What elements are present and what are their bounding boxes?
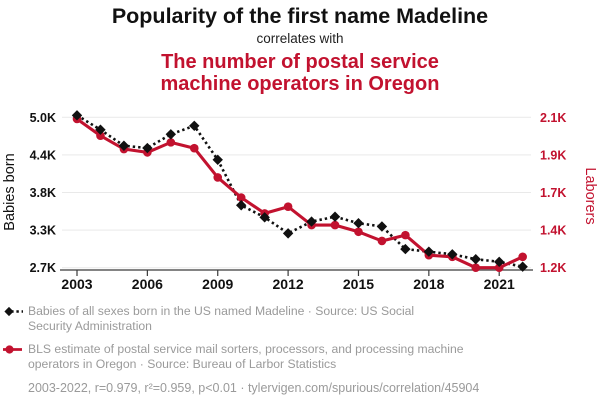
left-tick-label: 4.4K [30,148,56,162]
legend-item-madeline: Babies of all sexes born in the US named… [2,304,592,333]
madeline-point [353,218,364,229]
legend-label-laborers-line1: BLS estimate of postal service mail sort… [28,342,464,357]
madeline-point [282,228,294,239]
madeline-point [376,221,388,232]
left-axis-title: Babies born [2,153,18,230]
diamond-dotted-line-icon [4,306,23,317]
x-tick-label: 2003 [61,276,92,292]
laborers-point [213,173,223,182]
correlated-series-title: The number of postal service machine ope… [160,51,440,95]
madeline-point [470,253,481,265]
madeline-point [189,120,200,132]
x-tick-label: 2006 [132,276,163,292]
laborers-point [401,230,410,240]
correlates-with-label: correlates with [256,31,344,46]
legend-label-madeline-line1: Babies of all sexes born in the US named… [28,304,415,318]
madeline-point [306,216,317,227]
madeline-point [423,246,435,257]
left-tick-label: 5.0K [30,111,56,125]
laborers-point [166,138,176,147]
right-tick-label: 2.1K [540,111,566,125]
laborers-point [518,252,527,262]
right-axis-title: Laborers [582,167,598,224]
madeline-point [118,140,130,151]
right-tick-label: 1.7K [540,186,566,200]
madeline-point [235,200,247,211]
madeline-point [71,110,83,121]
left-tick-label: 3.3K [30,224,56,238]
circle-solid-line-icon [3,345,22,354]
title-block: Popularity of the first name Madeline co… [0,0,600,95]
laborers-line [75,117,525,270]
legend-label-madeline: Babies of all sexes born in the US named… [28,304,414,333]
right-tick-label: 1.4K [540,224,566,238]
madeline-line [76,114,523,268]
legend-label-laborers-line2: operators in Oregon · Source: Bureau of … [28,356,337,371]
x-tick-label: 2009 [202,276,233,292]
laborers-point [283,202,293,212]
madeline-point [165,129,177,140]
madeline-point [212,154,223,166]
right-tick-label: 1.2K [540,261,566,275]
right-tick-label: 1.9K [540,148,566,162]
legend: Babies of all sexes born in the US named… [2,304,592,396]
madeline-point [329,211,341,222]
madeline-point [494,256,505,268]
laborers-point [471,263,481,273]
laborers-point [377,236,387,246]
laborers-point [354,227,363,237]
legend-label-madeline-line2: Security Administration [28,318,152,333]
laborers-point [330,220,340,230]
laborers-point [189,143,199,153]
madeline-point [95,124,106,135]
madeline-point [259,212,270,223]
laborers-point [96,131,105,140]
madeline-point [447,249,458,260]
stats-footer: 2003-2022, r=0.979, r²=0.959, p<0.01 · t… [28,381,480,396]
laborers-point [494,263,504,273]
x-tick-label: 2012 [273,276,304,292]
left-tick-label: 3.8K [30,186,56,200]
x-tick-label: 2018 [413,276,444,292]
madeline-point [142,142,153,154]
x-tick-label: 2015 [343,276,374,292]
legend-item-laborers: BLS estimate of postal service mail sort… [2,342,592,371]
madeline-point [400,243,411,255]
laborers-point [236,193,246,202]
madeline-point [517,261,528,272]
left-tick-label: 2.7K [30,261,56,275]
page-title: Popularity of the first name Madeline [111,4,489,28]
legend-label-laborers: BLS estimate of postal service mail sort… [28,342,464,371]
x-tick-label: 2021 [484,276,515,292]
